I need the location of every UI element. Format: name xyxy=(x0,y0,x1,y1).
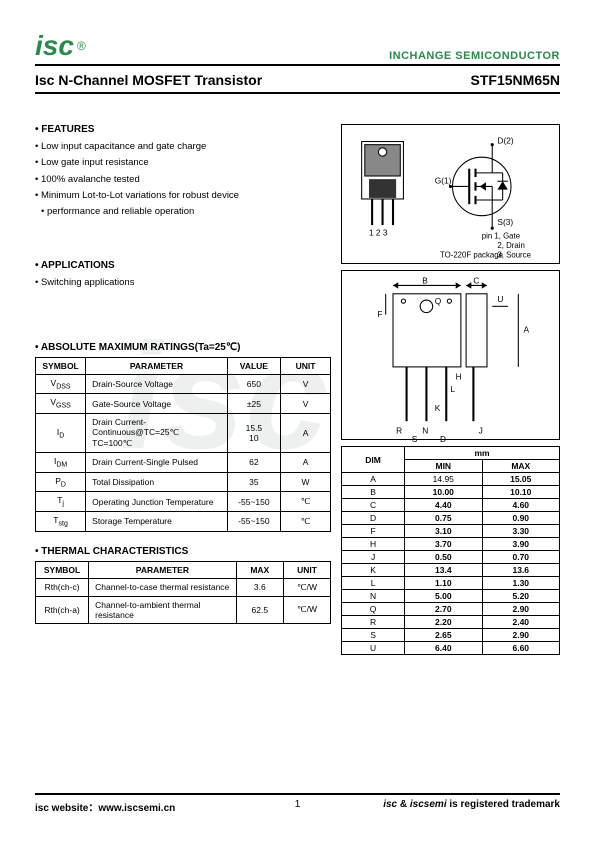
logo-text: isc xyxy=(35,30,74,62)
table-row: R2.202.40 xyxy=(342,616,560,629)
svg-text:G(1): G(1) xyxy=(435,175,452,185)
col-parameter: PARAMETER xyxy=(86,357,228,374)
svg-text:H: H xyxy=(456,371,462,381)
title-row: Isc N-Channel MOSFET Transistor STF15NM6… xyxy=(35,72,560,94)
svg-text:pin 1, Gate: pin 1, Gate xyxy=(482,232,520,241)
page-number: 1 xyxy=(295,799,301,810)
footer-right: isc & iscsemi is registered trademark xyxy=(383,799,560,814)
table-row: C4.404.60 xyxy=(342,499,560,512)
package-outline: B C Q U F A xyxy=(341,270,560,440)
feature-item: 100% avalanche tested xyxy=(35,172,331,188)
applications-heading: • APPLICATIONS xyxy=(35,260,331,271)
logo-reg: ® xyxy=(77,39,86,53)
table-row: U6.406.60 xyxy=(342,642,560,655)
table-row: S2.652.90 xyxy=(342,629,560,642)
svg-text:R: R xyxy=(396,426,402,436)
svg-text:D: D xyxy=(440,434,446,444)
company-name: INCHANGE SEMICONDUCTOR xyxy=(389,50,560,62)
table-row: F3.103.30 xyxy=(342,525,560,538)
header: isc ® INCHANGE SEMICONDUCTOR xyxy=(35,30,560,66)
table-row: Rth(ch-a)Channel-to-ambient thermal resi… xyxy=(36,596,331,623)
table-row: L1.101.30 xyxy=(342,577,560,590)
table-row: B10.0010.10 xyxy=(342,486,560,499)
svg-text:S: S xyxy=(412,434,418,444)
feature-item: Low input capacitance and gate charge xyxy=(35,139,331,155)
thermal-heading: • THERMAL CHARACTERISTICS xyxy=(35,546,331,557)
svg-text:C: C xyxy=(474,275,480,285)
dimension-table: DIMmm MINMAX A14.9515.05 B10.0010.10 C4.… xyxy=(341,446,560,655)
col-unit: UNIT xyxy=(280,357,330,374)
table-row: J0.500.70 xyxy=(342,551,560,564)
table-row: K13.413.6 xyxy=(342,564,560,577)
part-number: STF15NM65N xyxy=(471,72,560,88)
col-symbol: SYMBOL xyxy=(36,561,89,578)
feature-item: Low gate input resistance xyxy=(35,155,331,171)
svg-text:B: B xyxy=(422,275,428,285)
features-heading: • FEATURES xyxy=(35,124,331,135)
table-row: A14.9515.05 xyxy=(342,473,560,486)
table-row: H3.703.90 xyxy=(342,538,560,551)
svg-text:L: L xyxy=(451,384,456,394)
table-row: N5.005.20 xyxy=(342,590,560,603)
col-unit: UNIT xyxy=(283,561,330,578)
pin-numbers: 1 2 3 xyxy=(369,228,388,238)
table-row: TjOperating Junction Temperature-55~150℃ xyxy=(36,492,331,512)
table-row: IDDrain Current-Continuous@TC=25℃ TC=100… xyxy=(36,413,331,452)
svg-text:N: N xyxy=(422,426,428,436)
footer: isc website：www.iscsemi.cn 1 isc & iscse… xyxy=(35,793,560,814)
product-title: Isc N-Channel MOSFET Transistor xyxy=(35,72,262,88)
ratings-table: SYMBOL PARAMETER VALUE UNIT VDSSDrain-So… xyxy=(35,357,331,532)
ratings-heading: • ABSOLUTE MAXIMUM RATINGS(Ta=25℃) xyxy=(35,342,331,353)
table-row: TstgStorage Temperature-55~150℃ xyxy=(36,511,331,531)
feature-item: performance and reliable operation xyxy=(41,204,331,220)
col-symbol: SYMBOL xyxy=(36,357,86,374)
svg-text:K: K xyxy=(435,403,441,413)
features-list: Low input capacitance and gate charge Lo… xyxy=(35,139,331,220)
svg-text:J: J xyxy=(479,426,483,436)
application-item: Switching applications xyxy=(35,275,331,291)
pinout-diagram: 1 2 3 D(2) G(1) xyxy=(341,124,560,264)
svg-text:D(2): D(2) xyxy=(498,136,514,146)
col-value: VALUE xyxy=(227,357,280,374)
svg-text:F: F xyxy=(377,309,382,319)
table-row: IDMDrain Current-Single Pulsed62A xyxy=(36,452,331,472)
table-row: Q2.702.90 xyxy=(342,603,560,616)
svg-text:U: U xyxy=(498,294,504,304)
table-row: D0.750.90 xyxy=(342,512,560,525)
applications-list: Switching applications xyxy=(35,275,331,291)
table-row: VDSSDrain-Source Voltage650V xyxy=(36,374,331,394)
col-max: MAX xyxy=(236,561,283,578)
col-parameter: PARAMETER xyxy=(89,561,237,578)
svg-text:2, Drain: 2, Drain xyxy=(498,241,525,250)
table-row: PDTotal Dissipation35W xyxy=(36,472,331,492)
svg-text:TO-220F package: TO-220F package xyxy=(440,250,503,259)
feature-item: Minimum Lot-to-Lot variations for robust… xyxy=(35,188,331,204)
svg-text:S(3): S(3) xyxy=(498,217,514,227)
table-row: VGSSGate-Source Voltage±25V xyxy=(36,394,331,414)
svg-text:A: A xyxy=(524,324,530,334)
thermal-table: SYMBOL PARAMETER MAX UNIT Rth(ch-c)Chann… xyxy=(35,561,331,624)
logo: isc ® xyxy=(35,30,86,62)
table-row: Rth(ch-c)Channel-to-case thermal resista… xyxy=(36,578,331,596)
footer-left: isc website：www.iscsemi.cn xyxy=(35,799,175,814)
svg-text:Q: Q xyxy=(435,296,442,306)
